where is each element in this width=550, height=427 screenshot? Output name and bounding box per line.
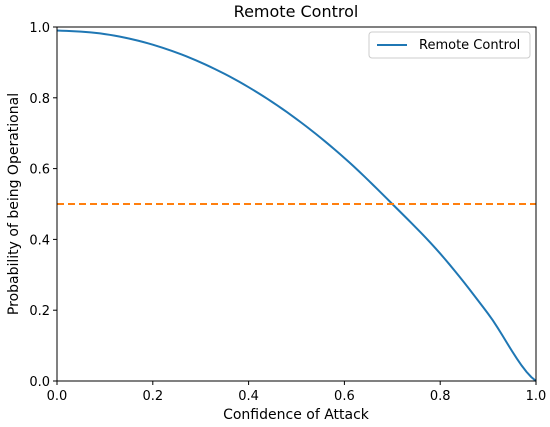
y-tick-label: 0.0: [29, 375, 50, 390]
x-tick-label: 0.2: [142, 389, 163, 404]
chart-title: Remote Control: [234, 2, 359, 21]
y-axis-label: Probability of being Operational: [6, 93, 22, 315]
y-tick-label: 0.2: [29, 304, 50, 319]
x-tick-label: 0.0: [47, 389, 68, 404]
legend-label-remote-control: Remote Control: [419, 38, 520, 53]
y-tick-label: 0.4: [29, 233, 50, 248]
y-tick-label: 0.8: [29, 92, 50, 107]
x-tick-label: 0.4: [238, 389, 259, 404]
x-axis-label: Confidence of Attack: [223, 407, 370, 423]
x-tick-label: 1.0: [526, 389, 547, 404]
y-tick-label: 0.6: [29, 163, 50, 178]
legend: Remote Control: [368, 31, 531, 59]
x-tick-label: 0.8: [430, 389, 451, 404]
x-tick-label: 0.6: [334, 389, 355, 404]
legend-box: [368, 31, 531, 59]
plot-area-frame: [56, 26, 537, 382]
series-line-remote-control: [56, 29, 537, 382]
y-tick-label: 1.0: [29, 21, 50, 36]
